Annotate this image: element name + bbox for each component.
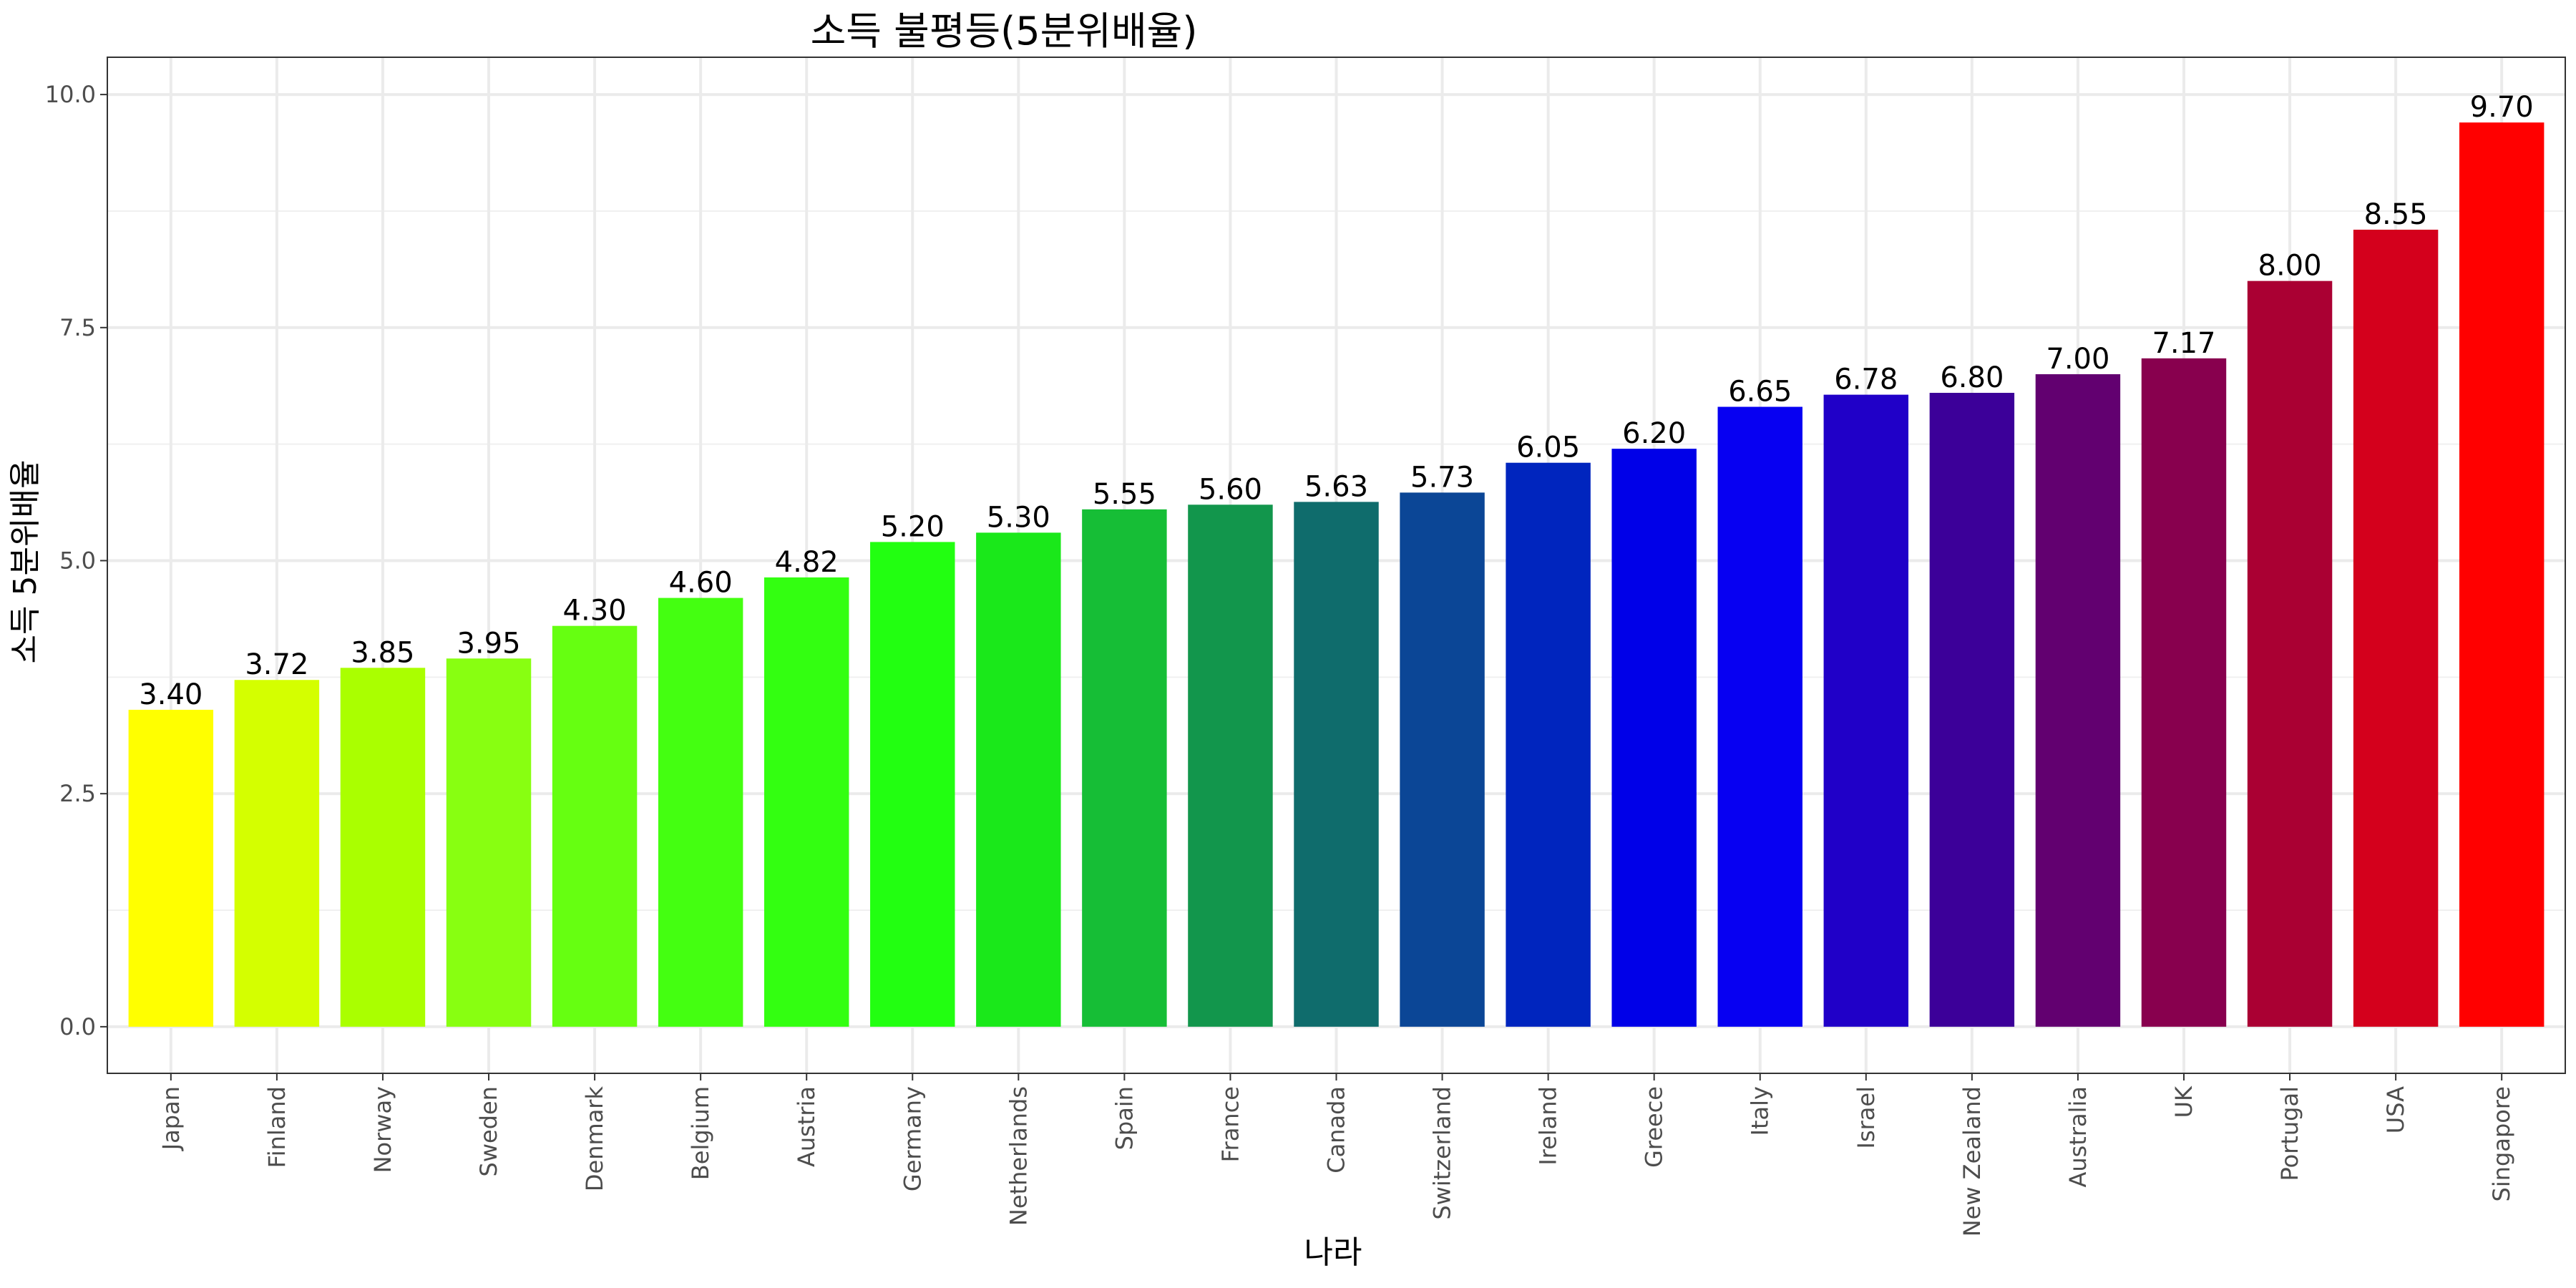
bar-value-label: 4.30 — [563, 595, 627, 628]
x-tick-label: Singapore — [2488, 1086, 2515, 1201]
x-axis-title: 나라 — [1304, 1234, 1362, 1271]
bar-new-zealand — [1929, 392, 2015, 1027]
bar-value-label: 6.20 — [1622, 417, 1686, 450]
x-tick-label: Ireland — [1535, 1086, 1562, 1166]
bar-australia — [2035, 374, 2121, 1027]
bar-value-label: 7.00 — [2046, 343, 2109, 376]
y-tick-label: 0.0 — [59, 1013, 96, 1040]
bar-value-label: 8.00 — [2258, 250, 2322, 283]
bar-value-label: 6.80 — [1940, 361, 2004, 394]
x-tick-label: Israel — [1853, 1086, 1880, 1148]
bar-singapore — [2459, 122, 2545, 1027]
bar-switzerland — [1400, 492, 1485, 1027]
bar-value-label: 3.40 — [139, 678, 203, 711]
bar-value-labels: 3.40 3.72 3.85 3.95 4.30 4.60 4.82 5.20 5.30 5.55… — [139, 91, 2533, 711]
bar-uk — [2141, 358, 2227, 1027]
bar-portugal — [2247, 280, 2333, 1027]
x-tick-label: Greece — [1641, 1086, 1668, 1168]
bar-usa — [2353, 230, 2439, 1027]
bar-canada — [1294, 502, 1379, 1027]
bar-value-label: 8.55 — [2364, 198, 2428, 231]
bar-value-label: 6.65 — [1728, 376, 1792, 409]
x-tick-label: Finland — [263, 1086, 291, 1168]
bar-norway — [340, 668, 426, 1027]
bar-value-label: 6.05 — [1516, 431, 1580, 464]
x-tick-label: Canada — [1323, 1086, 1350, 1174]
x-tick-label: Spain — [1111, 1086, 1138, 1150]
bar-value-label: 9.70 — [2470, 91, 2534, 124]
y-axis: 0.0 2.5 5.0 7.5 10.0 — [45, 81, 107, 1040]
x-tick-label: Germany — [899, 1086, 926, 1191]
bar-belgium — [658, 597, 743, 1027]
x-tick-label: Sweden — [475, 1086, 502, 1176]
bars — [128, 122, 2545, 1027]
bar-value-label: 6.78 — [1834, 364, 1898, 396]
bar-greece — [1611, 449, 1697, 1027]
bar-israel — [1823, 394, 1909, 1027]
bar-japan — [128, 709, 214, 1027]
x-tick-label: Australia — [2064, 1086, 2092, 1188]
y-tick-label: 7.5 — [59, 314, 96, 341]
bar-value-label: 3.85 — [351, 636, 414, 669]
bar-value-label: 5.60 — [1199, 473, 1262, 506]
bar-italy — [1717, 406, 1802, 1027]
x-tick-label: Denmark — [581, 1086, 608, 1192]
x-tick-label: Switzerland — [1429, 1086, 1456, 1220]
bar-value-label: 5.30 — [987, 501, 1050, 534]
bar-austria — [763, 577, 849, 1027]
x-axis: Japan Finland Norway Sweden Denmark Belgium Au… — [157, 1073, 2515, 1236]
bar-france — [1188, 504, 1273, 1027]
y-tick-label: 2.5 — [59, 780, 96, 807]
bar-spain — [1082, 509, 1167, 1027]
chart-title: 소득 불평등(5분위배율) — [811, 9, 1198, 54]
x-tick-label: UK — [2170, 1085, 2197, 1118]
bar-netherlands — [976, 532, 1061, 1027]
x-tick-label: France — [1216, 1086, 1244, 1162]
bar-value-label: 4.82 — [775, 546, 839, 579]
x-tick-label: Italy — [1747, 1086, 1774, 1136]
bar-value-label: 5.63 — [1304, 470, 1368, 503]
x-tick-label: Austria — [793, 1086, 820, 1167]
bar-value-label: 4.60 — [669, 567, 733, 600]
bar-value-label: 3.95 — [457, 627, 520, 660]
bar-ireland — [1506, 462, 1591, 1027]
bar-value-label: 5.55 — [1093, 478, 1156, 511]
bar-value-label: 7.17 — [2152, 327, 2215, 360]
bar-value-label: 3.72 — [245, 648, 308, 681]
x-tick-label: Japan — [157, 1086, 185, 1151]
x-tick-label: Norway — [369, 1086, 396, 1173]
y-axis-title: 소득 5분위배율 — [7, 460, 44, 664]
x-tick-label: New Zealand — [1958, 1086, 1986, 1236]
x-tick-label: Netherlands — [1005, 1086, 1032, 1226]
y-tick-label: 5.0 — [59, 547, 96, 574]
x-tick-label: Belgium — [687, 1086, 714, 1180]
y-tick-label: 10.0 — [45, 81, 96, 108]
bar-finland — [234, 680, 320, 1027]
bar-value-label: 5.20 — [881, 510, 945, 543]
bar-value-label: 5.73 — [1410, 461, 1474, 494]
x-tick-label: Portugal — [2276, 1086, 2303, 1181]
x-tick-label: USA — [2382, 1086, 2409, 1133]
bar-sweden — [446, 658, 532, 1027]
bar-denmark — [552, 625, 638, 1027]
bar-germany — [870, 542, 955, 1027]
